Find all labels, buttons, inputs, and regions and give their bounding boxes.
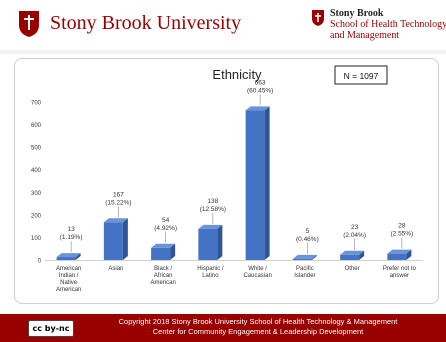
ethnicity-bar-chart: Ethnicity N = 1097 0 100 200 300 400 500 600 70… — [31, 65, 423, 293]
school-line-1: Stony Brook — [330, 8, 384, 19]
school-line-2: School of Health Technology — [330, 19, 446, 30]
x-tick-label: White / — [248, 266, 267, 272]
x-tick-label: Latino — [202, 273, 219, 279]
bar — [340, 254, 360, 260]
x-tick-label: Other — [345, 266, 360, 272]
chart-title: Ethnicity — [212, 67, 262, 82]
page-header: Stony Brook University Stony Brook Schoo… — [0, 0, 446, 50]
x-tick-label: Pacific — [296, 266, 314, 272]
bar-top — [245, 106, 270, 111]
data-label-percent: (4.92%) — [154, 225, 177, 232]
bar-top — [103, 218, 128, 223]
data-label-count: 28 — [398, 223, 406, 230]
bar-side — [359, 250, 365, 260]
data-label-count: 23 — [351, 224, 359, 231]
y-tick-label: 300 — [31, 191, 42, 197]
x-tick-label: Caucasian — [243, 273, 271, 279]
y-tick-label: 600 — [31, 123, 42, 129]
university-name: Stony Brook University — [50, 12, 242, 34]
y-tick-label: 100 — [31, 236, 42, 242]
creative-commons-badge: cc by-nc — [28, 320, 74, 337]
bar-top — [198, 224, 223, 229]
chart-panel: Ethnicity N = 1097 0 100 200 300 400 500 600 70… — [14, 58, 439, 304]
bar — [198, 228, 218, 260]
bar-side — [122, 218, 128, 260]
x-tick-label: Islander — [294, 273, 315, 279]
school-shield-icon — [312, 10, 324, 26]
copyright-line: Copyright 2018 Stony Brook University Sc… — [118, 317, 398, 326]
bar-side — [170, 243, 176, 260]
center-line: Center for Community Engagement & Leader… — [152, 327, 364, 336]
bar — [103, 222, 123, 260]
x-tick-label: Black / — [154, 266, 172, 272]
university-shield-icon — [19, 11, 39, 37]
y-tick-label: 700 — [31, 101, 42, 107]
bar — [292, 258, 312, 260]
x-tick-label: Native — [60, 280, 78, 286]
data-label-count: 54 — [162, 217, 170, 224]
page-footer: cc by-nc Copyright 2018 Stony Brook Univ… — [0, 314, 446, 342]
x-tick-label: African — [154, 273, 173, 279]
bar — [56, 257, 76, 260]
bar-side — [75, 253, 81, 260]
y-tick-label: 400 — [31, 168, 42, 174]
x-tick-label: Indian / — [59, 273, 79, 279]
bar-side — [311, 254, 317, 260]
x-tick-label: American — [56, 266, 81, 272]
data-label-count: 138 — [207, 198, 218, 205]
bar-top — [387, 249, 412, 254]
school-name: Stony Brook School of Health Technology … — [330, 8, 446, 41]
sample-size-box — [334, 65, 388, 85]
bar-side — [217, 224, 223, 260]
bar-top — [340, 250, 365, 255]
data-label-count: 167 — [113, 191, 124, 198]
x-tick-label: American — [150, 280, 175, 286]
data-label-percent: (12.58%) — [200, 206, 226, 213]
x-tick-label: Prefer not to — [383, 266, 417, 272]
y-tick-label: 0 — [38, 259, 42, 265]
bar-top — [151, 243, 176, 248]
bar-top — [292, 254, 317, 259]
sample-size-label: N = 1097 — [344, 71, 379, 81]
data-label-percent: (0.46%) — [296, 236, 319, 243]
bar-side — [264, 106, 270, 260]
data-label-count: 5 — [306, 228, 310, 235]
bar — [245, 110, 265, 260]
data-label-count: 13 — [68, 226, 76, 233]
bar-top — [56, 253, 81, 258]
header-separator — [0, 50, 446, 54]
x-tick-label: Hispanic / — [197, 266, 224, 272]
bar — [151, 247, 171, 260]
school-line-3: and Management — [330, 30, 400, 41]
data-label-percent: (60.45%) — [247, 87, 273, 94]
bar — [387, 253, 407, 260]
y-tick-label: 200 — [31, 213, 42, 219]
footer-text: Copyright 2018 Stony Brook University Sc… — [78, 317, 438, 337]
bars: 13(1.19%) 167(15.22%) 54(4.92%) 138(12.58%)… — [56, 79, 413, 260]
data-label-percent: (2.04%) — [343, 232, 366, 239]
data-label-percent: (2.55%) — [390, 231, 413, 238]
y-tick-label: 500 — [31, 146, 42, 152]
x-tick-label: American — [56, 287, 81, 293]
y-axis: 0 100 200 300 400 500 600 700 — [31, 101, 42, 265]
bar-side — [406, 249, 412, 260]
data-label-percent: (15.22%) — [105, 199, 131, 206]
data-label-count: 663 — [255, 79, 266, 86]
data-label-percent: (1.19%) — [60, 234, 83, 241]
x-tick-label: Asian — [108, 266, 123, 272]
x-tick-label: answer — [390, 273, 409, 279]
